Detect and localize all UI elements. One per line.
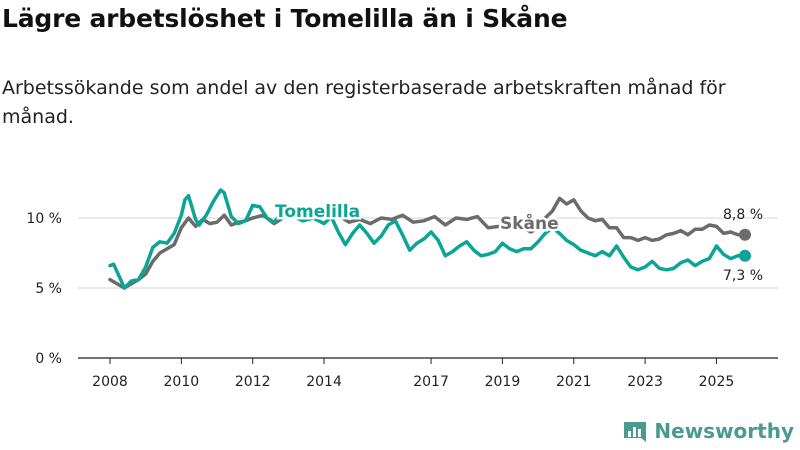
x-tick-label: 2010 (164, 374, 200, 390)
end-value-label-skane: 8,8 % (723, 207, 763, 223)
x-tick-label: 2017 (413, 374, 449, 390)
chart-labels: 0 % 5 % 10 % 2008 2010 2012 2014 2017 2019 2021 20… (26, 200, 763, 391)
x-tick-label: 2008 (92, 374, 128, 390)
newsworthy-logo-icon (624, 422, 647, 442)
x-tick-label: 2021 (556, 374, 592, 390)
end-point-tomelilla (739, 249, 751, 262)
x-tick-label: 2012 (235, 374, 271, 390)
series-label-tomelilla: Tomelilla (275, 202, 360, 222)
series-label-skane: Skåne (500, 212, 559, 234)
y-tick-label: 5 % (35, 281, 62, 297)
y-tick-label: 0 % (35, 351, 62, 367)
y-tick-label: 10 % (26, 211, 62, 227)
gridlines (78, 217, 778, 364)
chart-subtitle: Arbetssökande som andel av den registerb… (2, 77, 726, 128)
series-lines (108, 188, 751, 290)
x-tick-label: 2025 (699, 374, 735, 390)
brand-name: Newsworthy (654, 419, 794, 443)
x-tick-label: 2023 (627, 374, 663, 390)
end-value-label-tomelilla: 7,3 % (723, 268, 763, 284)
x-tick-label: 2019 (485, 374, 521, 390)
series-line-sk-ne (108, 196, 747, 290)
series-line-tomelilla (108, 188, 747, 290)
end-point-sk-ne (739, 228, 751, 241)
x-tick-label: 2014 (306, 374, 342, 390)
chart-title: Lägre arbetslöshet i Tomelilla än i Skån… (2, 4, 568, 33)
brand-logo: Newsworthy (622, 418, 794, 444)
